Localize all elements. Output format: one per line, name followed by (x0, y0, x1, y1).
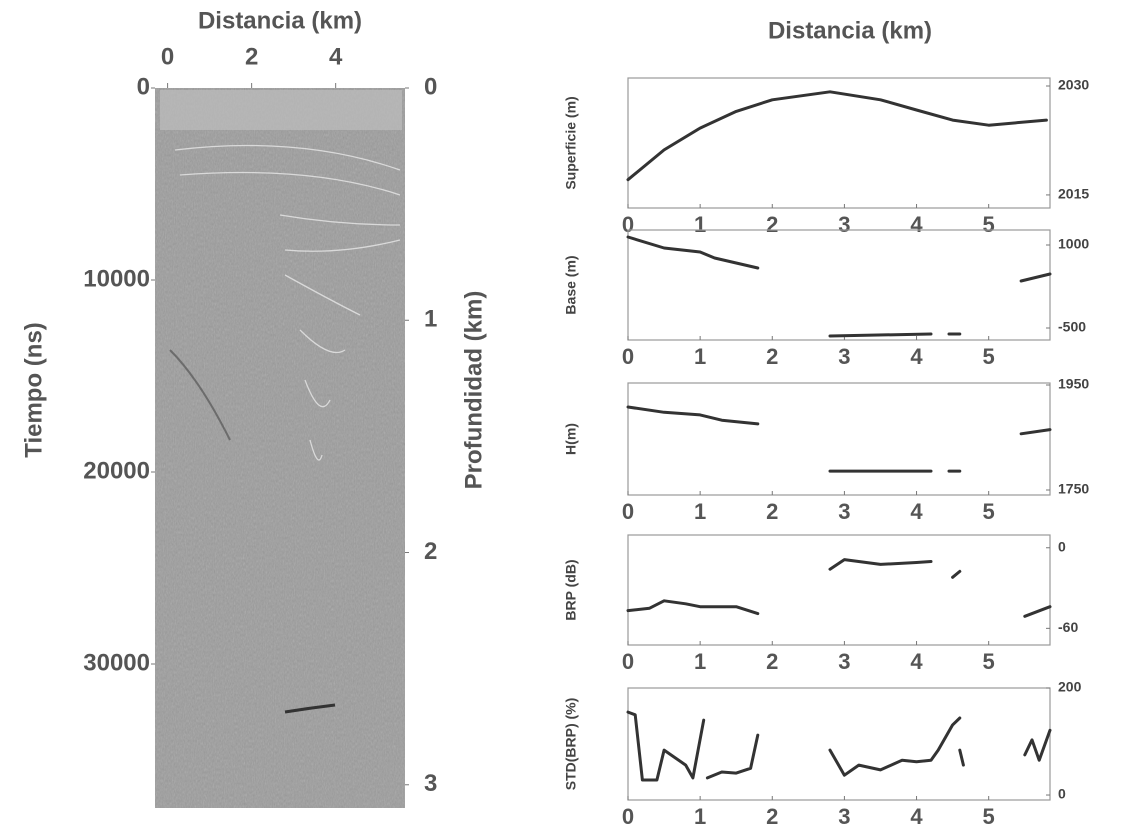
x-tick-label: 4 (910, 212, 923, 237)
y-tick-label: 30000 (83, 649, 150, 676)
x-tick-label: 3 (838, 649, 850, 674)
x-tick-label: 4 (910, 804, 923, 829)
y-tick-label: 10000 (83, 265, 150, 292)
radargram-image (155, 88, 405, 808)
y2-tick-label: 3 (424, 770, 437, 797)
y-axis-label: H(m) (563, 423, 579, 455)
y-tick-label: 1000 (1058, 236, 1089, 252)
x-tick-label: 2 (766, 649, 778, 674)
data-line (626, 405, 1052, 473)
x-tick-label: 4 (910, 649, 923, 674)
plot-frame (627, 229, 1051, 341)
x-tick-label: 2 (766, 212, 778, 237)
x-tick-label: 2 (766, 499, 778, 524)
data-line (626, 558, 1052, 618)
y-tick-label: 2015 (1058, 186, 1089, 202)
y-axis-label: Base (m) (563, 255, 579, 314)
x-tick-label: 4 (910, 499, 923, 524)
x-tick-label: 3 (838, 499, 850, 524)
x-tick-label: 5 (983, 344, 995, 369)
x-tick-label: 0 (622, 344, 634, 369)
y-tick-label: 0 (137, 73, 150, 100)
y-axis-label: STD(BRP) (%) (563, 698, 579, 791)
y-tick-label: -500 (1058, 319, 1086, 335)
data-line (626, 235, 1052, 338)
plot-frame (627, 687, 1051, 801)
x-axis-label: Distancia (km) (198, 7, 362, 34)
x-tick-label: 1 (694, 344, 706, 369)
x-tick-label: 3 (838, 344, 850, 369)
x-tick-label: 4 (329, 43, 343, 70)
data-line (626, 90, 1048, 182)
x-tick-label: 5 (983, 212, 995, 237)
x-tick-label: 1 (694, 804, 706, 829)
x-tick-label: 0 (622, 499, 634, 524)
x-tick-label: 5 (983, 499, 995, 524)
y2-axis-label: Profundidad (km) (460, 291, 487, 490)
x-tick-label: 1 (694, 499, 706, 524)
y-tick-label: 0 (1058, 786, 1066, 802)
y2-tick-label: 2 (424, 538, 437, 565)
x-tick-label: 2 (766, 804, 778, 829)
x-tick-label: 5 (983, 649, 995, 674)
y-tick-label: 200 (1058, 679, 1082, 695)
y-tick-label: 0 (1058, 538, 1066, 554)
x-tick-label: 3 (838, 804, 850, 829)
chart-title: Distancia (km) (768, 17, 932, 44)
plot-frame (627, 77, 1051, 209)
x-tick-label: 4 (910, 344, 923, 369)
y2-tick-label: 1 (424, 306, 437, 333)
y-axis-label: BRP (dB) (563, 559, 579, 620)
y-tick-label: 2030 (1058, 77, 1089, 93)
x-tick-label: 3 (838, 212, 850, 237)
y-tick-label: -60 (1058, 619, 1078, 635)
y-tick-label: 1750 (1058, 481, 1089, 497)
x-tick-label: 0 (622, 649, 634, 674)
y-axis-label: Superficie (m) (563, 96, 579, 189)
x-tick-label: 0 (161, 43, 174, 70)
y-tick-label: 20000 (83, 457, 150, 484)
x-tick-label: 0 (622, 804, 634, 829)
y-axis-label: Tiempo (ns) (20, 322, 47, 458)
x-tick-label: 2 (766, 344, 778, 369)
x-tick-label: 1 (694, 212, 706, 237)
x-tick-label: 5 (983, 804, 995, 829)
plot-frame (627, 534, 1051, 646)
plot-frame (627, 382, 1051, 496)
x-tick-label: 2 (245, 43, 258, 70)
data-line (626, 710, 1052, 782)
x-tick-label: 1 (694, 649, 706, 674)
y2-tick-label: 0 (424, 73, 437, 100)
y-tick-label: 1950 (1058, 376, 1089, 392)
